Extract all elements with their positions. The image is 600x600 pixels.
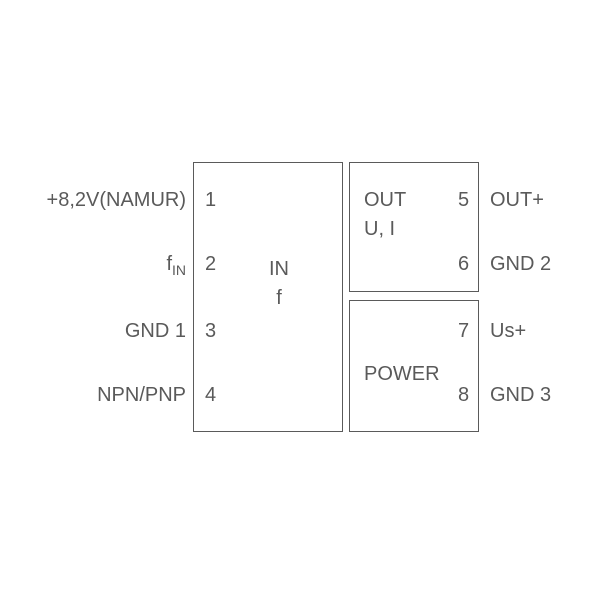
left-pin-num-4: 4	[205, 384, 216, 407]
right-pin-num-7: 7	[458, 320, 469, 343]
out-label-line2: U, I	[364, 218, 406, 241]
right-pin-num-8: 8	[458, 384, 469, 407]
right-pin-label-7: Us+	[490, 320, 526, 343]
power-block-label: POWER	[364, 363, 440, 386]
left-pin-num-2: 2	[205, 253, 216, 276]
out-block-label: OUT U, I	[364, 189, 406, 241]
power-label: POWER	[364, 363, 440, 385]
left-pin-label-1: +8,2V(NAMUR)	[47, 189, 186, 212]
left-pin-num-1: 1	[205, 189, 216, 212]
right-pin-num-6: 6	[458, 253, 469, 276]
right-pin-label-5: OUT+	[490, 189, 544, 212]
left-pin-label-3: GND 1	[125, 320, 186, 343]
left-pin-num-3: 3	[205, 320, 216, 343]
terminal-diagram: IN f OUT U, I POWER +8,2V(NAMUR) fIN GND…	[0, 0, 600, 600]
in-label-line1: IN	[254, 258, 304, 281]
right-pin-label-6: GND 2	[490, 253, 551, 276]
in-label-line2: f	[254, 287, 304, 310]
in-block-label: IN f	[254, 258, 304, 310]
right-pin-label-8: GND 3	[490, 384, 551, 407]
out-label-line1: OUT	[364, 189, 406, 212]
right-pin-num-5: 5	[458, 189, 469, 212]
left-pin-label-2: fIN	[166, 253, 186, 278]
left-pin-label-4: NPN/PNP	[97, 384, 186, 407]
